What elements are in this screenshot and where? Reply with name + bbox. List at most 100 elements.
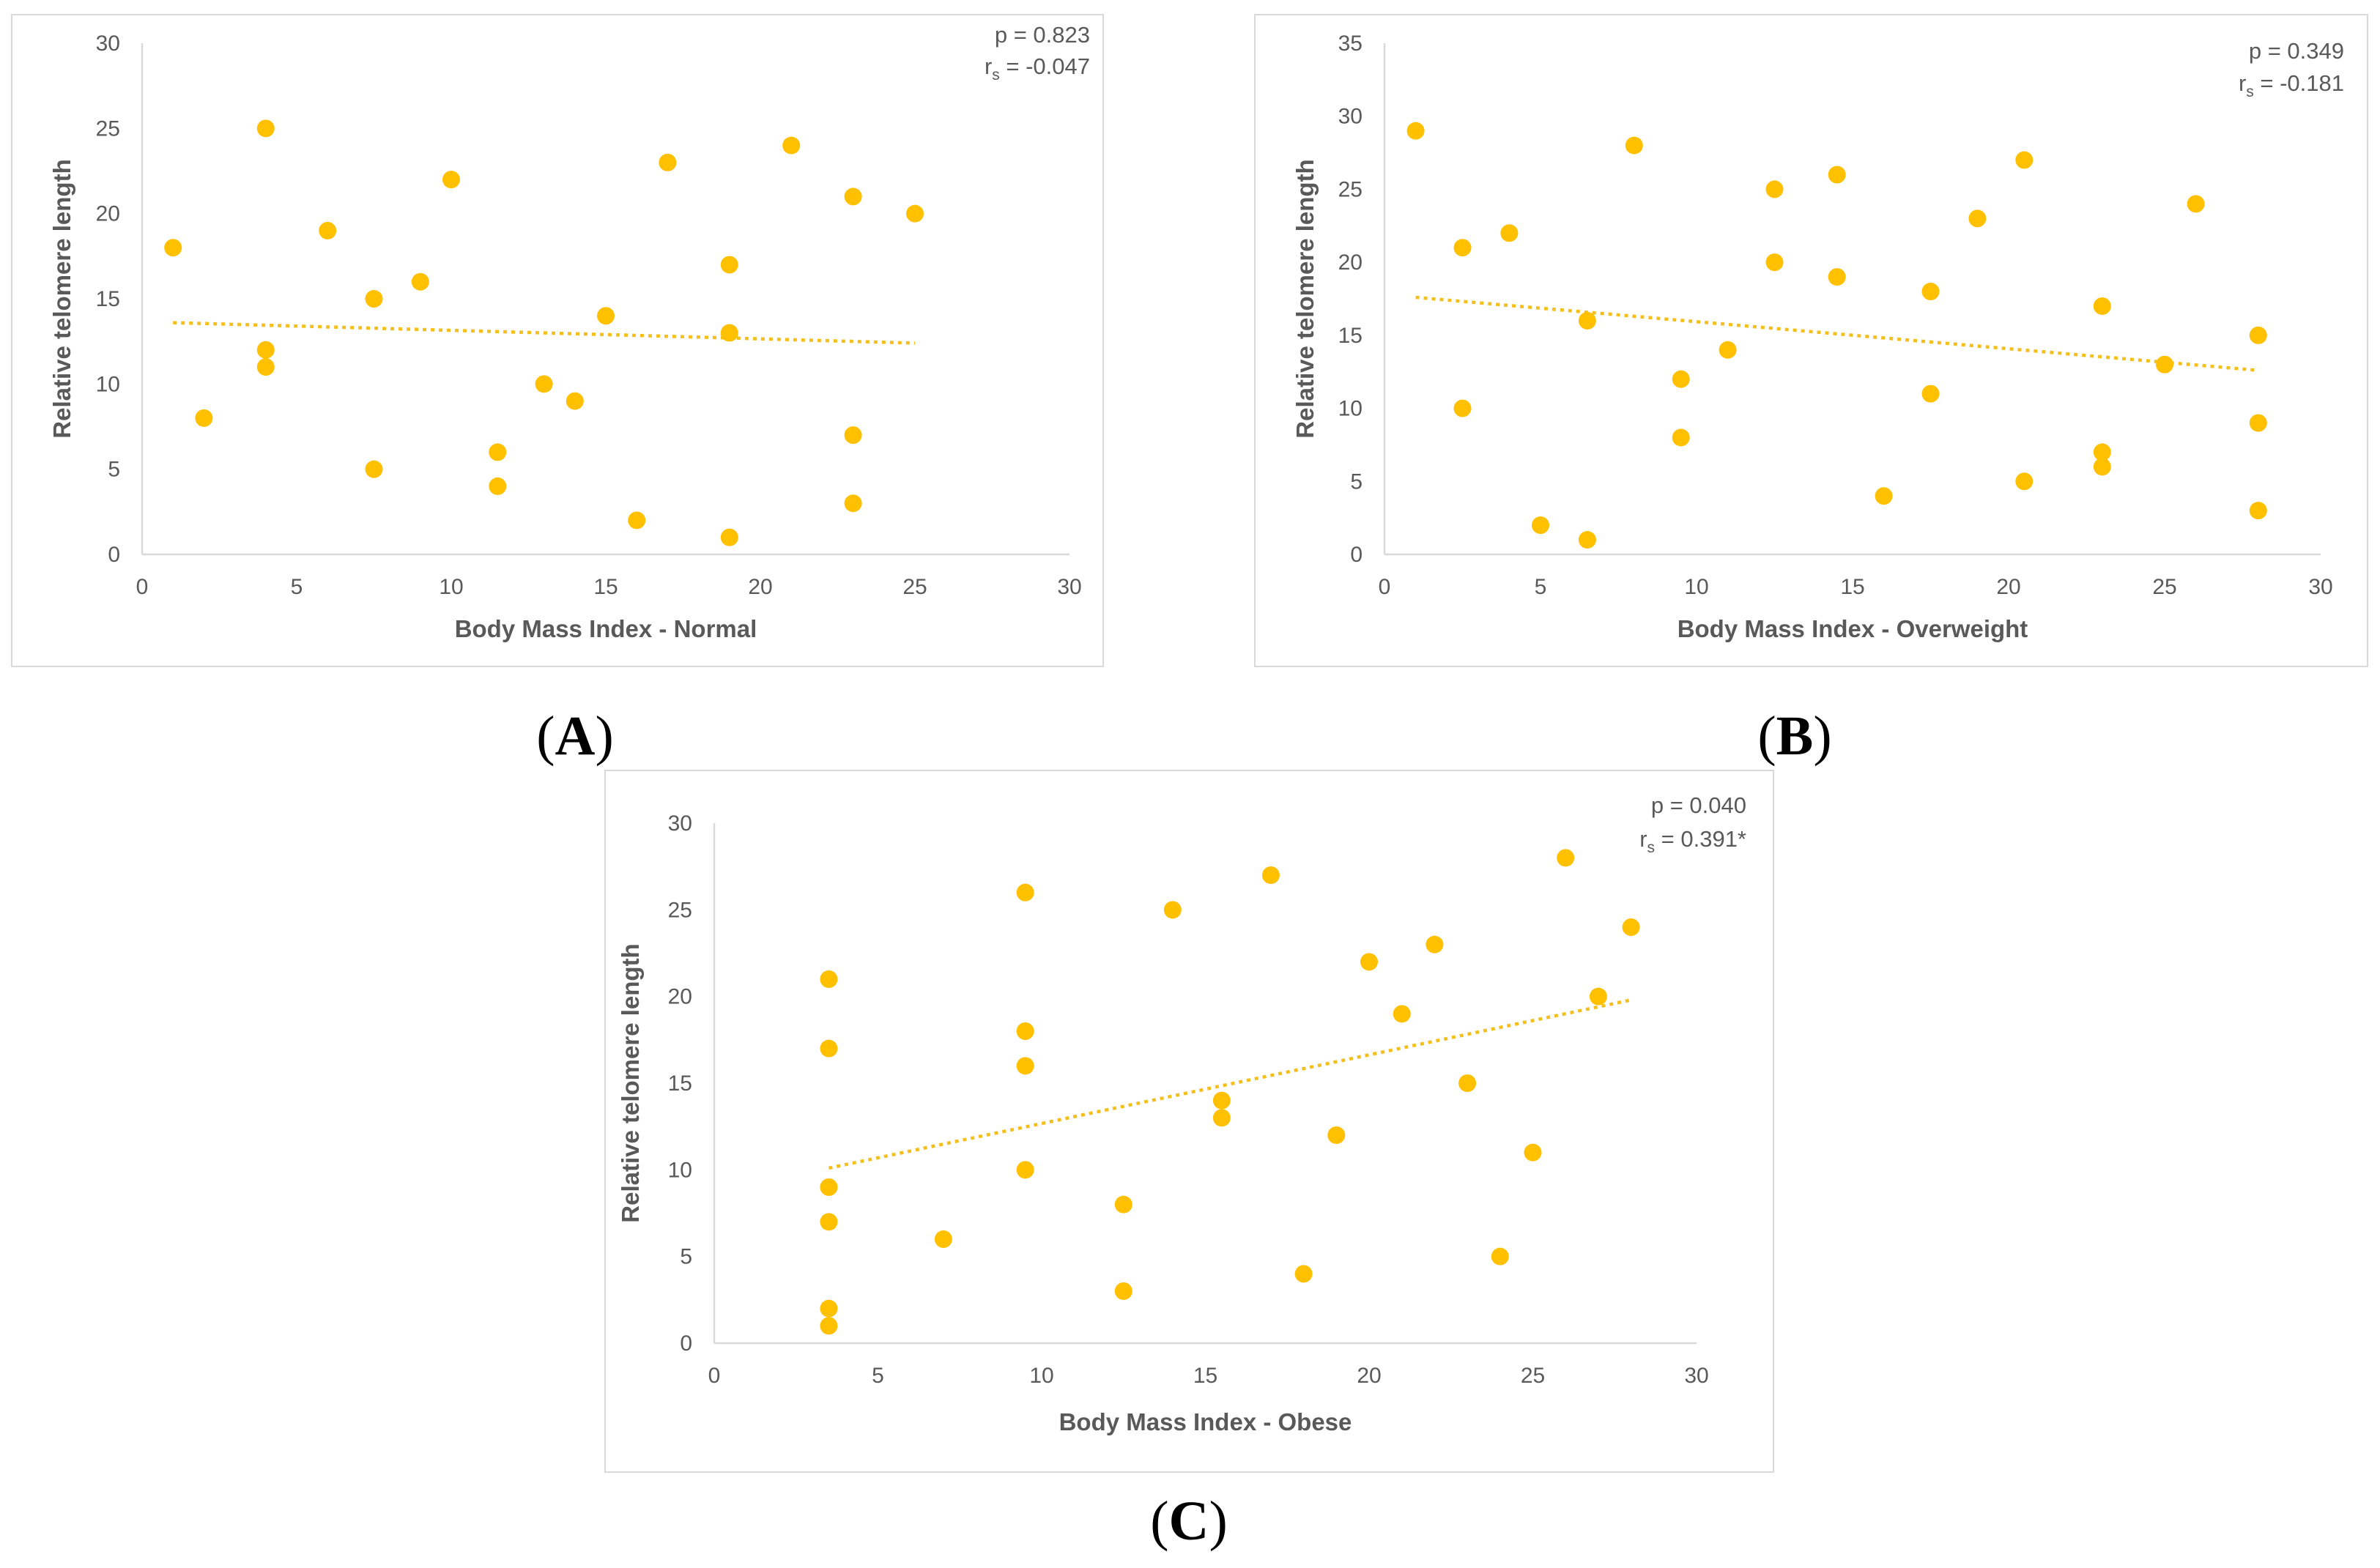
panel-letter: (A) [536, 705, 614, 767]
y-tick-label: 5 [108, 458, 120, 482]
rs-subscript: s [2246, 83, 2254, 100]
data-point [1114, 1282, 1132, 1300]
data-point [489, 443, 507, 461]
x-tick-label: 0 [1379, 575, 1391, 599]
data-point [1968, 209, 1987, 228]
data-point [2015, 472, 2034, 491]
x-tick-label: 5 [872, 1364, 884, 1388]
data-point [1765, 180, 1784, 198]
data-point [1622, 918, 1640, 936]
y-tick-label: 25 [96, 116, 120, 141]
data-point [2093, 458, 2111, 476]
data-point [1524, 1143, 1542, 1162]
data-point [720, 528, 738, 546]
panel-c: 0 5 10 15 20 25 30 0 5 10 15 20 25 30 Body Mass Index … [604, 770, 1774, 1473]
panel-a: 0 5 10 15 20 25 30 0 5 10 15 20 25 30 Body Mass Index … [11, 14, 1104, 667]
paren-open: ( [1150, 1490, 1168, 1552]
data-point [1532, 516, 1549, 535]
x-tick-label: 10 [1029, 1364, 1053, 1388]
panel-b: 0 5 10 15 20 25 30 35 0 5 10 15 20 25 30 Body Mass Inde… [1254, 14, 2368, 667]
data-point [1458, 1074, 1477, 1092]
paren-close: ) [1813, 705, 1831, 767]
data-point [628, 511, 646, 530]
y-tick-label: 25 [668, 898, 692, 922]
y-tick-label: 15 [96, 287, 120, 311]
data-point [2249, 326, 2267, 344]
data-point [820, 1317, 838, 1335]
data-point [1921, 283, 1940, 301]
data-point [2187, 195, 2205, 213]
data-point [365, 290, 383, 308]
data-point [566, 392, 584, 410]
x-tick-label: 30 [1057, 575, 1081, 599]
rs-symbol: r [1639, 826, 1647, 852]
x-tick-label: 30 [1684, 1364, 1708, 1388]
data-point [1672, 428, 1690, 447]
panel-letter: (B) [1757, 705, 1831, 767]
paren-close: ) [595, 705, 613, 767]
data-point [411, 272, 429, 291]
y-axis-title: Relative telomere length [1291, 159, 1319, 438]
data-point [1016, 1057, 1034, 1075]
x-tick-label: 25 [2152, 575, 2176, 599]
x-tick-label: 10 [439, 575, 463, 599]
data-point [1114, 1195, 1132, 1214]
y-tick-label: 20 [96, 202, 120, 226]
data-point [597, 307, 615, 325]
linear-trendline [173, 321, 916, 345]
x-tick-label: 5 [291, 575, 303, 599]
paren-open: ( [1757, 705, 1776, 767]
data-point [195, 409, 213, 427]
data-point [844, 426, 862, 445]
data-point [844, 494, 862, 513]
x-tick-label: 15 [1840, 575, 1864, 599]
x-tick-label: 25 [1521, 1364, 1545, 1388]
y-axis-title: Relative telomere length [48, 159, 75, 438]
rs-symbol: r [2239, 70, 2246, 96]
data-point [1016, 1022, 1034, 1040]
data-point [1393, 1005, 1411, 1023]
x-tick-label: 5 [1535, 575, 1547, 599]
y-tick-label: 20 [668, 985, 692, 1009]
data-point [365, 460, 383, 478]
rs-symbol: r [985, 53, 992, 79]
x-tick-label: 25 [902, 575, 927, 599]
data-point [820, 1039, 838, 1058]
data-point [1921, 384, 1940, 403]
x-tick-label: 15 [593, 575, 618, 599]
panel-letter: (C) [1150, 1490, 1228, 1552]
x-axis-title: Body Mass Index - Obese [1059, 1408, 1352, 1435]
paren-open: ( [536, 705, 555, 767]
data-point [1765, 253, 1784, 272]
data-point [164, 239, 182, 257]
data-point [720, 324, 738, 342]
data-point [2015, 151, 2034, 169]
data-point [489, 477, 507, 495]
data-point [2093, 443, 2111, 461]
panel-frame [1254, 14, 2368, 667]
y-tick-label: 5 [1350, 469, 1363, 494]
data-point [319, 221, 337, 239]
data-point [256, 358, 275, 376]
spearman-rs-label: rs = 0.391* [1639, 826, 1746, 856]
x-tick-label: 30 [2308, 575, 2332, 599]
data-point [1406, 122, 1425, 140]
x-tick-label: 20 [748, 575, 772, 599]
data-point [2093, 297, 2111, 315]
data-point [1491, 1247, 1509, 1266]
data-point [256, 119, 275, 138]
y-tick-label: 30 [1338, 105, 1363, 129]
data-point [1625, 136, 1643, 155]
data-point [844, 187, 862, 206]
data-point [820, 1178, 838, 1196]
x-axis-title: Body Mass Index - Normal [455, 615, 757, 642]
data-point [906, 204, 924, 223]
data-point [2249, 414, 2267, 432]
x-tick-label: 15 [1193, 1364, 1217, 1388]
data-point [1163, 901, 1182, 919]
p-value-label: p = 0.040 [1651, 792, 1746, 818]
data-point [1212, 1109, 1231, 1127]
panel-letter-text: A [555, 705, 596, 767]
y-tick-label: 30 [96, 31, 120, 56]
data-point [2249, 502, 2267, 520]
